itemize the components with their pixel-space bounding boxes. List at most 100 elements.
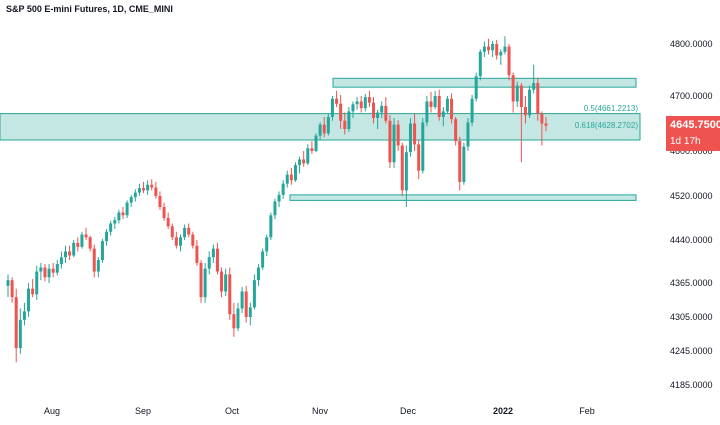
- candle: [76, 237, 80, 252]
- candle: [339, 94, 343, 129]
- candle: [269, 212, 273, 240]
- candle: [27, 283, 31, 317]
- candle: [47, 264, 51, 283]
- candle: [174, 231, 178, 249]
- candle: [154, 181, 158, 199]
- candle: [289, 167, 293, 185]
- candle: [261, 248, 265, 270]
- candle: [211, 244, 215, 263]
- candle: [359, 96, 363, 113]
- candle: [199, 260, 203, 303]
- candle: [351, 101, 355, 118]
- candle: [417, 140, 421, 180]
- candle: [511, 72, 515, 113]
- candle: [347, 107, 351, 132]
- candle: [35, 265, 39, 300]
- x-tick-label: Oct: [225, 406, 240, 416]
- y-tick-label: 4800.0000: [670, 39, 713, 49]
- y-tick-label: 4245.0000: [670, 346, 713, 356]
- candle: [142, 181, 146, 194]
- candle: [421, 118, 425, 174]
- candle: [326, 113, 330, 136]
- candle: [318, 122, 322, 140]
- candle: [376, 109, 380, 129]
- candle: [10, 277, 14, 303]
- candle: [191, 231, 195, 249]
- candle: [125, 200, 129, 218]
- candle: [532, 64, 536, 94]
- candle: [244, 285, 248, 323]
- candle: [51, 262, 55, 278]
- candle: [203, 262, 207, 303]
- candle: [18, 308, 22, 354]
- candle: [100, 238, 104, 263]
- candle: [240, 286, 244, 314]
- candle: [540, 111, 544, 146]
- candle: [105, 229, 109, 246]
- candle: [507, 44, 511, 81]
- candle: [372, 97, 376, 124]
- candle: [470, 94, 474, 127]
- candle: [252, 274, 256, 310]
- candle: [388, 115, 392, 168]
- candle: [59, 251, 63, 269]
- candle: [519, 83, 523, 163]
- candle: [380, 101, 384, 118]
- candle: [72, 240, 76, 258]
- candle: [528, 85, 532, 118]
- candle: [314, 133, 318, 153]
- candle: [6, 274, 10, 298]
- candle: [293, 162, 297, 182]
- candle: [96, 257, 100, 278]
- candle: [306, 144, 310, 166]
- last-price-value: 4645.7500: [670, 119, 720, 131]
- candle: [273, 198, 277, 220]
- candle: [392, 118, 396, 168]
- candle: [117, 209, 121, 224]
- candle: [474, 72, 478, 102]
- candle: [170, 223, 174, 240]
- candle: [92, 244, 96, 278]
- candle: [31, 278, 35, 298]
- fib-level-label: 0.618(4628.2702): [575, 121, 639, 130]
- candle: [413, 113, 417, 151]
- candle: [466, 118, 470, 151]
- y-tick-label: 4520.0000: [670, 191, 713, 201]
- candle: [248, 302, 252, 326]
- candle: [228, 267, 232, 320]
- candle: [400, 142, 404, 196]
- candle: [220, 267, 224, 298]
- candle: [491, 40, 495, 57]
- candle: [84, 227, 88, 240]
- candle: [495, 39, 499, 60]
- candle: [437, 89, 441, 121]
- candle: [310, 141, 314, 154]
- candle: [404, 145, 408, 207]
- candle: [80, 231, 84, 249]
- candle: [88, 235, 92, 252]
- candle: [425, 96, 429, 127]
- candle: [487, 38, 491, 55]
- candle: [109, 220, 113, 236]
- candle: [384, 97, 388, 124]
- candle: [523, 96, 527, 124]
- candle: [187, 223, 191, 238]
- candle: [265, 234, 269, 257]
- candle: [408, 118, 412, 157]
- bar-countdown: 1d 17h: [670, 136, 701, 147]
- candle: [232, 302, 236, 337]
- candle: [39, 262, 43, 281]
- candle: [462, 142, 466, 185]
- candle: [441, 107, 445, 127]
- candle: [458, 136, 462, 191]
- candle: [195, 240, 199, 266]
- candle: [482, 41, 486, 57]
- candle: [450, 93, 454, 124]
- zone-0: [332, 77, 637, 88]
- candle: [178, 234, 182, 252]
- x-tick-label: Aug: [44, 406, 60, 416]
- candle: [14, 288, 18, 363]
- candle: [285, 170, 289, 188]
- candle: [335, 90, 339, 107]
